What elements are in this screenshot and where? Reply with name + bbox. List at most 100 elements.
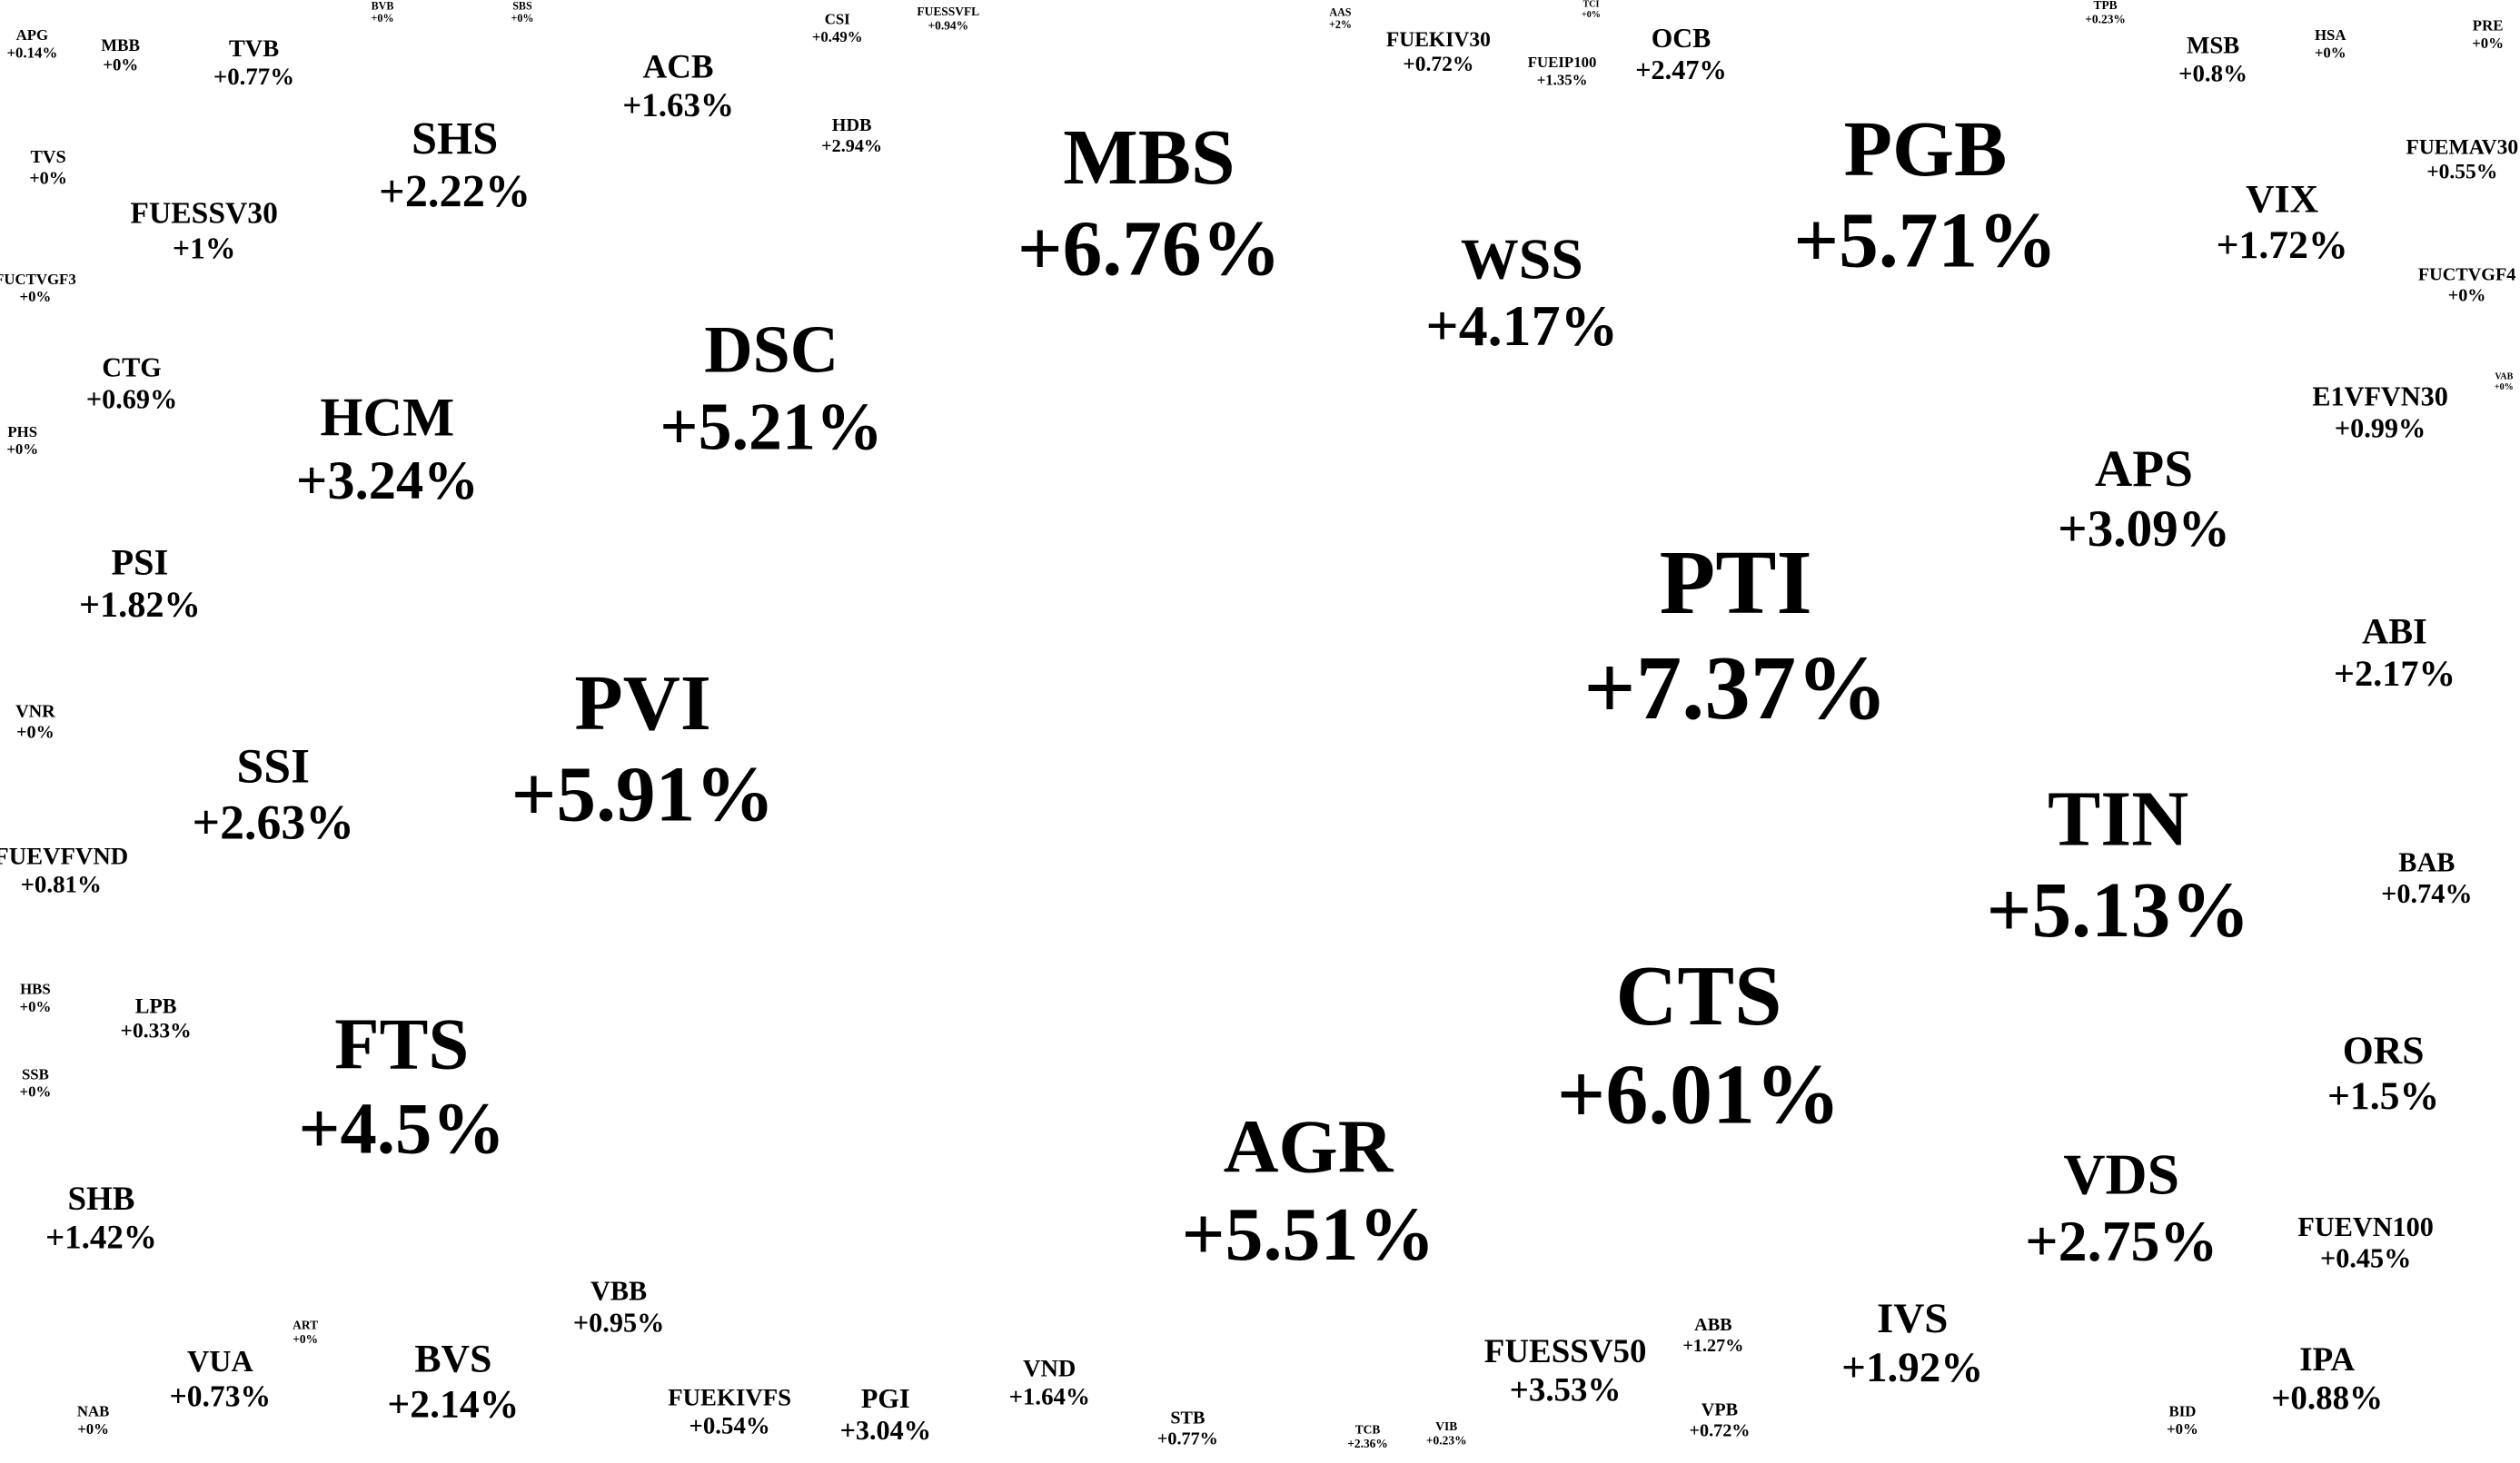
ticker-label: LPB [135, 994, 177, 1018]
ticker-label: SSB [22, 1065, 49, 1082]
ticker-label: VPB [1701, 1400, 1738, 1420]
ticker-label: VND [1023, 1355, 1076, 1382]
ticker-label: VNR [15, 701, 55, 721]
ticker-label: AAS [1329, 5, 1351, 18]
change-label: +0.69% [86, 383, 177, 414]
change-label: -0.98% [2058, 1421, 2114, 1441]
ticker-label: TVS [30, 147, 65, 167]
ticker-label: TCI [1582, 0, 1599, 9]
change-label: +1% [173, 232, 236, 265]
ticker-label: PTI [1660, 531, 1812, 633]
ticker-label: TCB [1355, 1422, 1381, 1436]
change-label: +0% [20, 998, 52, 1015]
change-label: +6.76% [1017, 203, 1281, 292]
ticker-label: FUEVFVND [0, 843, 128, 870]
ticker-label: ACB [643, 47, 714, 84]
change-label: +1.63% [622, 86, 734, 124]
ticker-label: SBS [512, 0, 532, 12]
ticker-label: ABB [1694, 1315, 1731, 1335]
ticker-label: BSI [799, 1024, 921, 1109]
change-label: +1.64% [1009, 1383, 1090, 1410]
ticker-label: TPB [2093, 0, 2117, 12]
ticker-label: FUEKIV30 [1386, 28, 1491, 52]
ticker-label: AGR [1224, 1105, 1394, 1190]
ticker-label: AIC [2482, 479, 2510, 497]
change-label: +0.55% [2426, 160, 2497, 183]
ticker-label: VDS [2063, 1142, 2179, 1207]
ticker-label: FUESSV50 [1484, 1332, 1647, 1369]
change-label: -0.71% [2467, 1203, 2515, 1221]
ticker-label: PGB [1844, 104, 2008, 193]
change-label: +0% [2495, 382, 2514, 392]
change-label: +0% [2448, 285, 2486, 305]
change-label: +3.24% [296, 450, 479, 511]
change-label: +0.23% [1426, 1433, 1467, 1447]
change-label: +0.95% [573, 1307, 664, 1338]
change-label: +2.47% [1635, 54, 1726, 85]
ticker-label: HSA [2315, 26, 2346, 44]
ticker-label: ART [293, 1318, 318, 1331]
ticker-label: FUEVN100 [2297, 1211, 2434, 1242]
change-label: +0% [2472, 35, 2504, 52]
change-label: +0.54% [690, 1411, 770, 1438]
change-label: +0.94% [928, 18, 968, 32]
ticker-label: APG [16, 26, 48, 44]
change-label: +0.14% [6, 44, 57, 61]
ticker-label: DSC [704, 312, 838, 387]
change-label: +0% [77, 1420, 109, 1438]
change-label: -3.85% [2473, 497, 2520, 514]
change-label: +0.23% [2085, 12, 2126, 25]
ticker-label: PHS [7, 423, 37, 440]
ticker-label: SHB [67, 1180, 134, 1217]
change-label: +0.45% [2320, 1243, 2411, 1274]
ticker-label: FUESSVFL [917, 5, 979, 18]
change-label: +0.73% [170, 1380, 272, 1414]
ticker-label: IPA [2299, 1340, 2355, 1378]
change-label: +0% [293, 1332, 318, 1346]
ticker-label: CTS [1615, 949, 1781, 1043]
ticker-label: HDB [832, 115, 872, 135]
ticker-label: EIB [11, 1370, 37, 1388]
ticker-label: FTS [334, 1004, 469, 1085]
change-label: +0.74% [2381, 878, 2472, 909]
change-label: -10.53% [2442, 1317, 2507, 1337]
ticker-label: FUEIP100 [1528, 54, 1597, 71]
change-label: +0.99% [2335, 412, 2426, 443]
ticker-label: OGC [2065, 1400, 2107, 1420]
ticker-label: HAC [2455, 1296, 2495, 1316]
ticker-label: MBB [101, 36, 140, 55]
change-label: +2% [1329, 18, 1352, 31]
change-label: +2.75% [2025, 1209, 2217, 1273]
change-label: +0.88% [2271, 1379, 2383, 1416]
ticker-label: BMI [2387, 26, 2418, 44]
ticker-label: FUCTVGF3 [0, 271, 76, 288]
change-label: +1.72% [2217, 223, 2348, 267]
ticker-label: PSI [112, 542, 169, 583]
change-label: +7.37% [1583, 637, 1888, 738]
change-label: +1.5% [2327, 1074, 2439, 1118]
change-label: +1.92% [1841, 1344, 1983, 1391]
ticker-label: SSI [236, 739, 310, 794]
change-label: +5.71% [1793, 196, 2057, 284]
ticker-label: BAB [2398, 846, 2455, 877]
ticker-label: CSI [825, 10, 850, 27]
change-label: +0% [29, 168, 67, 188]
ticker-label: VFS [2468, 1403, 2497, 1420]
ticker-label: APS [2095, 440, 2193, 498]
ticker-label: OCB [1652, 23, 1711, 54]
ticker-label: VIG [1106, 584, 1302, 699]
ticker-label: FUCTVGF4 [2418, 264, 2516, 284]
change-label: +2.22% [379, 165, 531, 216]
ticker-label: E1VFVN30 [2312, 381, 2448, 412]
ticker-label: FUCVREIT [590, 1426, 654, 1439]
ticker-label: BVB [372, 0, 394, 12]
ticker-label: ORS [2343, 1029, 2425, 1073]
change-label: +3.04% [840, 1415, 931, 1446]
change-label: +0.77% [213, 63, 294, 90]
change-label: +0.72% [1690, 1421, 1751, 1441]
change-label: +5.13% [1987, 865, 2250, 954]
change-label: +0% [2315, 44, 2346, 61]
ticker-label: SHS [412, 114, 498, 164]
change-label: +2.17% [2334, 653, 2456, 694]
